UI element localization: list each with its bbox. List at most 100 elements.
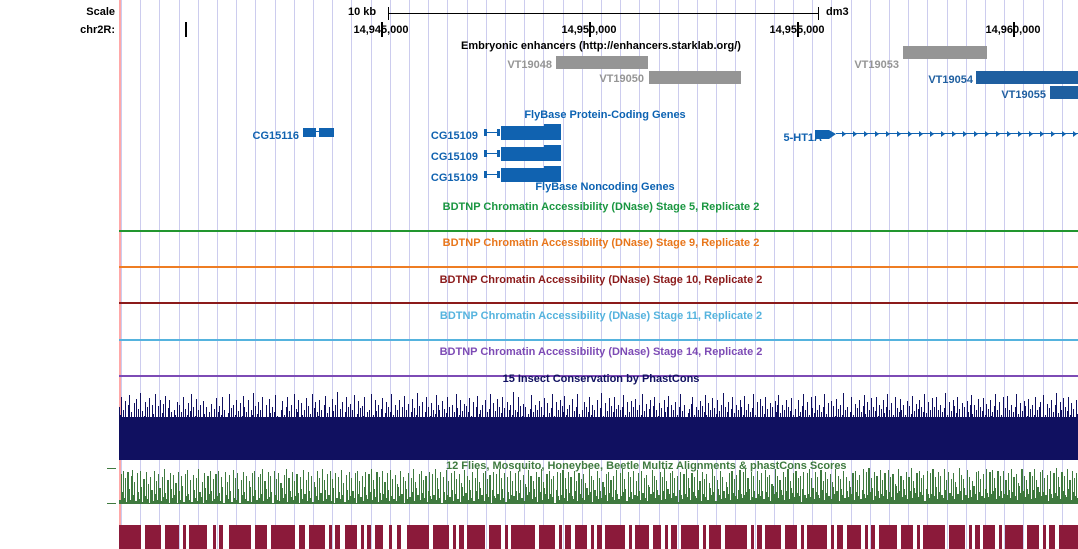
coord-tick-mark bbox=[797, 22, 799, 37]
grid-line bbox=[543, 0, 544, 549]
grid-line bbox=[793, 0, 794, 549]
gene-exon[interactable] bbox=[497, 171, 500, 178]
enhancer-bar[interactable] bbox=[976, 71, 1078, 84]
grid-line bbox=[428, 0, 429, 549]
chrom-label: chr2R: bbox=[80, 24, 115, 36]
grid-line bbox=[563, 0, 564, 549]
grid-line bbox=[198, 0, 199, 549]
strand-arrow bbox=[1062, 131, 1066, 137]
track-title-flybase-noncoding: FlyBase Noncoding Genes bbox=[535, 181, 675, 193]
gene-exon[interactable] bbox=[815, 130, 829, 139]
multiz-alignment-wiggle[interactable] bbox=[119, 388, 1078, 460]
phastcons-wiggle[interactable] bbox=[119, 468, 1078, 504]
highlight-position-line bbox=[119, 0, 121, 549]
grid-line bbox=[889, 0, 890, 549]
grid-line bbox=[121, 0, 122, 549]
track-title-dnase-stage-11: BDTNP Chromatin Accessibility (DNase) St… bbox=[439, 310, 763, 322]
enhancer-label[interactable]: VT19054 bbox=[928, 74, 973, 86]
gene-exon[interactable] bbox=[544, 145, 561, 150]
strand-arrow bbox=[829, 130, 836, 139]
strand-arrow bbox=[941, 131, 945, 137]
strand-arrow bbox=[1018, 131, 1022, 137]
gene-label[interactable]: CG15109 bbox=[430, 172, 478, 184]
gene-label[interactable]: CG15116 bbox=[252, 130, 299, 142]
baseline-dnase-stage-11 bbox=[119, 339, 1078, 341]
gene-exon[interactable] bbox=[501, 147, 561, 161]
phastcons-tick-max bbox=[107, 468, 116, 469]
gene-intron bbox=[487, 153, 498, 154]
gene-exon[interactable] bbox=[484, 171, 487, 178]
strand-arrow bbox=[930, 131, 934, 137]
gene-exon[interactable] bbox=[497, 150, 500, 157]
grid-line bbox=[831, 0, 832, 549]
enhancer-bar[interactable] bbox=[649, 71, 741, 84]
strand-arrow bbox=[1029, 131, 1033, 137]
track-title-flybase-protein-coding: FlyBase Protein-Coding Genes bbox=[524, 109, 686, 121]
gene-exon[interactable] bbox=[497, 129, 500, 136]
gene-exon[interactable] bbox=[319, 128, 334, 137]
grid-line bbox=[524, 0, 525, 549]
grid-line bbox=[313, 0, 314, 549]
strand-arrow bbox=[897, 131, 901, 137]
grid-line bbox=[371, 0, 372, 549]
grid-line bbox=[409, 0, 410, 549]
grid-line bbox=[639, 0, 640, 549]
strand-arrow bbox=[952, 131, 956, 137]
scale-bar-cap-right bbox=[818, 7, 819, 20]
baseline-dnase-stage-10 bbox=[119, 302, 1078, 304]
gene-exon[interactable] bbox=[484, 129, 487, 136]
grid-line bbox=[582, 0, 583, 549]
strand-arrow bbox=[842, 131, 846, 137]
grid-line bbox=[927, 0, 928, 549]
assembly-label: dm3 bbox=[826, 6, 849, 18]
insect-elements-track[interactable] bbox=[119, 525, 1078, 549]
grid-line bbox=[255, 0, 256, 549]
grid-line bbox=[735, 0, 736, 549]
strand-arrow bbox=[974, 131, 978, 137]
gene-exon[interactable] bbox=[303, 128, 316, 137]
grid-line bbox=[332, 0, 333, 549]
phastcons-tick-min bbox=[107, 503, 116, 504]
gene-exon[interactable] bbox=[484, 150, 487, 157]
enhancer-bar[interactable] bbox=[1050, 86, 1078, 99]
track-title-dnase-stage-5: BDTNP Chromatin Accessibility (DNase) St… bbox=[442, 201, 760, 213]
gene-label[interactable]: CG15109 bbox=[430, 130, 478, 142]
enhancer-label[interactable]: VT19050 bbox=[599, 73, 644, 85]
enhancer-bar[interactable] bbox=[903, 46, 987, 59]
enhancer-label[interactable]: VT19053 bbox=[854, 59, 899, 71]
enhancer-label[interactable]: VT19055 bbox=[1001, 89, 1046, 101]
scale-bar-label: 10 kb bbox=[348, 6, 377, 18]
grid-line bbox=[812, 0, 813, 549]
gene-exon[interactable] bbox=[544, 166, 561, 171]
strand-arrow bbox=[875, 131, 879, 137]
grid-line bbox=[870, 0, 871, 549]
gene-intron bbox=[316, 131, 319, 132]
gene-intron bbox=[836, 133, 1078, 134]
grid-line bbox=[716, 0, 717, 549]
gene-exon[interactable] bbox=[544, 124, 561, 129]
coord-tick-mark bbox=[1013, 22, 1015, 37]
ruler-tick bbox=[185, 22, 187, 37]
grid-line bbox=[294, 0, 295, 549]
strand-arrow bbox=[1007, 131, 1011, 137]
gene-label[interactable]: CG15109 bbox=[430, 151, 478, 163]
strand-arrow bbox=[963, 131, 967, 137]
gene-exon[interactable] bbox=[501, 126, 561, 140]
grid-line bbox=[179, 0, 180, 549]
gene-label[interactable]: 5-HT1A bbox=[783, 132, 822, 144]
enhancer-label[interactable]: VT19048 bbox=[507, 59, 552, 71]
grid-line bbox=[1043, 0, 1044, 549]
enhancer-bar[interactable] bbox=[556, 56, 648, 69]
strand-arrow bbox=[853, 131, 857, 137]
grid-line bbox=[755, 0, 756, 549]
grid-line bbox=[851, 0, 852, 549]
grid-line bbox=[467, 0, 468, 549]
grid-line bbox=[601, 0, 602, 549]
track-title-dnase-stage-9: BDTNP Chromatin Accessibility (DNase) St… bbox=[442, 237, 760, 249]
scale-label: Scale bbox=[86, 6, 115, 18]
track-title-dnase-stage-14: BDTNP Chromatin Accessibility (DNase) St… bbox=[439, 346, 763, 358]
grid-line bbox=[908, 0, 909, 549]
grid-line bbox=[659, 0, 660, 549]
gene-exon[interactable] bbox=[501, 168, 561, 182]
